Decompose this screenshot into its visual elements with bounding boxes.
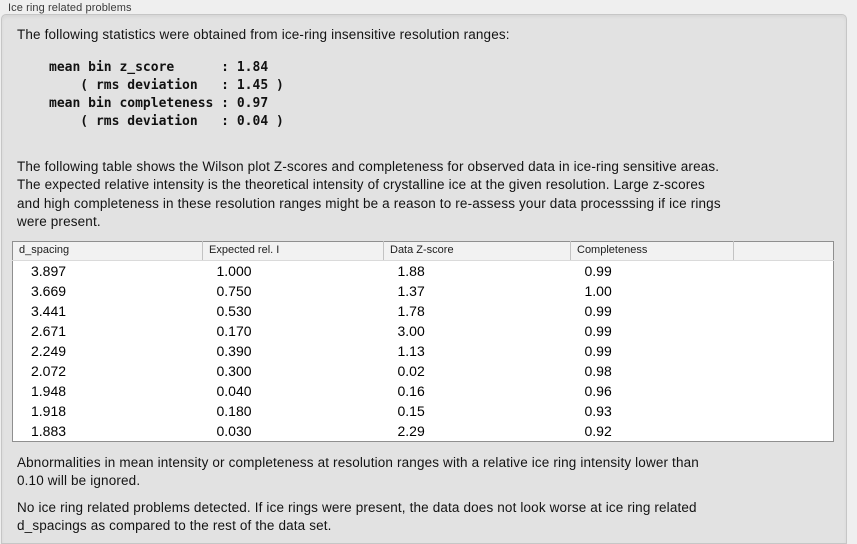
- table-cell: 1.918: [31, 402, 67, 419]
- table-row[interactable]: 2.671 0.170 3.00 0.99: [13, 321, 834, 341]
- table-cell: 0.96: [584, 382, 612, 399]
- table-row[interactable]: 1.883 0.030 2.29 0.92: [13, 421, 834, 442]
- description-line: were present.: [17, 214, 101, 229]
- table-cell: 1.37: [397, 282, 425, 299]
- ice-ring-table-body: 3.897 1.000 1.88 0.99 3.669 0.750 1.37 1.00 3.44…: [13, 260, 834, 441]
- table-row[interactable]: 2.249 0.390 1.13 0.99: [13, 341, 834, 361]
- table-cell: 0.040: [216, 382, 252, 399]
- table-cell: 0.16: [397, 382, 425, 399]
- table-cell: 2.29: [397, 422, 425, 439]
- table-cell: 2.671: [31, 322, 67, 339]
- stat-line: mean bin z_score : 1.84: [49, 59, 269, 75]
- ignore-note-line: 0.10 will be ignored.: [17, 473, 141, 488]
- table-cell: [734, 381, 834, 401]
- table-cell: 0.99: [584, 322, 612, 339]
- table-cell: 1.88: [397, 262, 425, 279]
- table-cell: 0.030: [216, 422, 252, 439]
- table-cell: [734, 361, 834, 381]
- description-line: The expected relative intensity is the t…: [17, 177, 705, 192]
- column-header-expected-rel-i[interactable]: Expected rel. I: [202, 241, 384, 261]
- table-cell: 1.00: [584, 282, 612, 299]
- column-header-completeness[interactable]: Completeness: [570, 241, 734, 261]
- table-cell: [734, 281, 834, 301]
- table-cell: [734, 321, 834, 341]
- column-header-d-spacing[interactable]: d_spacing: [12, 241, 203, 261]
- table-row[interactable]: 3.669 0.750 1.37 1.00: [13, 281, 834, 301]
- column-header-data-z-score[interactable]: Data Z-score: [383, 241, 571, 261]
- stat-line: ( rms deviation : 0.04 ): [49, 113, 284, 129]
- table-cell: 0.390: [216, 342, 252, 359]
- table-cell: 0.99: [584, 262, 612, 279]
- table-cell: [734, 341, 834, 361]
- table-row[interactable]: 1.948 0.040 0.16 0.96: [13, 381, 834, 401]
- ice-ring-panel: The following statistics were obtained f…: [1, 14, 847, 544]
- table-row[interactable]: 2.072 0.300 0.02 0.98: [13, 361, 834, 381]
- table-cell: 3.669: [31, 282, 67, 299]
- ice-ring-table[interactable]: d_spacing Expected rel. I Data Z-score Comp…: [12, 240, 834, 442]
- description-text: The following table shows the Wilson plo…: [17, 158, 846, 232]
- ignore-note-text: Abnormalities in mean intensity or compl…: [17, 454, 846, 491]
- stats-block: mean bin z_score : 1.84 ( rms deviation …: [49, 59, 846, 131]
- table-cell: 1.78: [397, 302, 425, 319]
- intro-text: The following statistics were obtained f…: [17, 27, 510, 42]
- table-cell: 3.00: [397, 322, 425, 339]
- table-header-row: d_spacing Expected rel. I Data Z-score Comp…: [12, 241, 834, 261]
- conclusion-line: No ice ring related problems detected. I…: [17, 499, 697, 515]
- table-cell: 1.13: [397, 342, 425, 359]
- table-cell: 3.441: [31, 302, 67, 319]
- table-cell: 0.99: [584, 342, 612, 359]
- panel-title: Ice ring related problems: [8, 2, 132, 14]
- table-cell: 2.249: [31, 342, 67, 359]
- table-cell: 0.92: [584, 422, 612, 439]
- table-cell: [734, 401, 834, 421]
- table-cell: 0.300: [216, 362, 252, 379]
- ignore-note-line: Abnormalities in mean intensity or compl…: [17, 454, 699, 470]
- table-cell: 0.170: [216, 322, 252, 339]
- table-row[interactable]: 3.897 1.000 1.88 0.99: [13, 260, 834, 281]
- description-line: and high completeness in these resolutio…: [17, 195, 721, 211]
- table-cell: 0.99: [584, 302, 612, 319]
- table-cell: 1.000: [216, 262, 252, 279]
- table-row[interactable]: 3.441 0.530 1.78 0.99: [13, 301, 834, 321]
- description-line: The following table shows the Wilson plo…: [17, 158, 720, 174]
- conclusion-text: No ice ring related problems detected. I…: [17, 499, 846, 536]
- table-cell: 0.98: [584, 362, 612, 379]
- table-cell: 3.897: [31, 262, 67, 279]
- table-cell: 0.530: [216, 302, 252, 319]
- table-cell: 1.948: [31, 382, 67, 399]
- table-cell: [734, 301, 834, 321]
- stat-line: mean bin completeness : 0.97: [49, 95, 269, 111]
- table-cell: [734, 260, 834, 281]
- table-cell: 0.02: [397, 362, 425, 379]
- table-cell: 0.93: [584, 402, 612, 419]
- stat-line: ( rms deviation : 1.45 ): [49, 77, 284, 93]
- table-cell: 0.15: [397, 402, 425, 419]
- table-cell: 2.072: [31, 362, 67, 379]
- table-row[interactable]: 1.918 0.180 0.15 0.93: [13, 401, 834, 421]
- table-cell: [734, 421, 834, 442]
- conclusion-line: d_spacings as compared to the rest of th…: [17, 518, 332, 533]
- table-cell: 0.750: [216, 282, 252, 299]
- column-header-spacer[interactable]: [733, 241, 834, 261]
- table-cell: 0.180: [216, 402, 252, 419]
- table-cell: 1.883: [31, 422, 67, 439]
